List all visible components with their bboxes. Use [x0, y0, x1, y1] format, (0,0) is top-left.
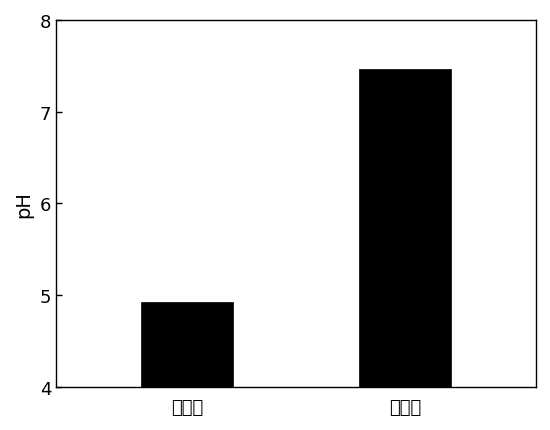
Bar [141, 302, 233, 387]
Bar [359, 69, 451, 387]
Y-axis label: pH: pH [14, 190, 33, 218]
